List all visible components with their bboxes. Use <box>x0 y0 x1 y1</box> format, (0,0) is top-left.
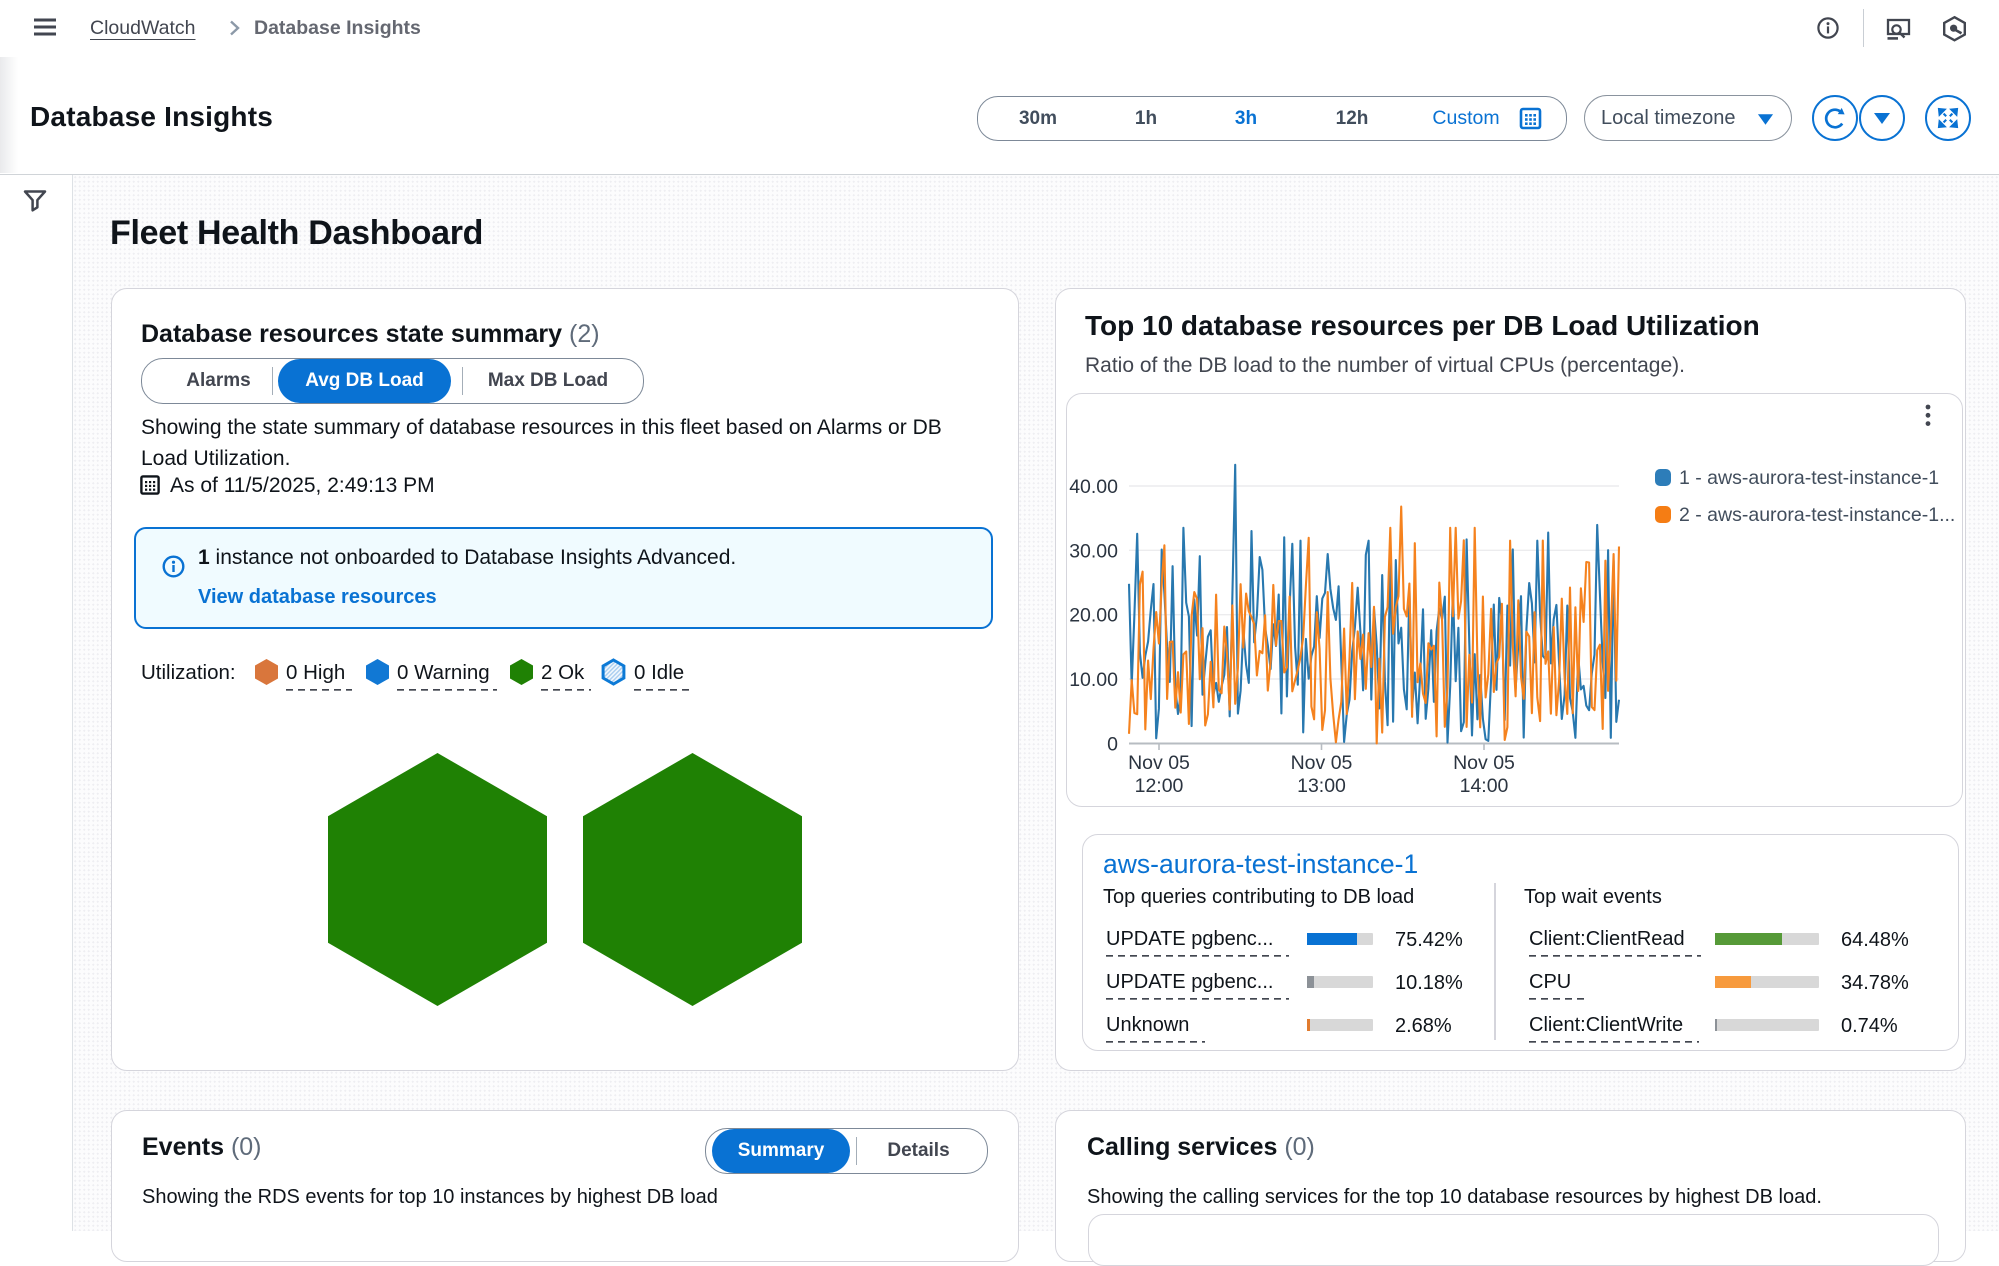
svg-text:12:00: 12:00 <box>1135 775 1184 797</box>
svg-text:30.00: 30.00 <box>1069 540 1118 562</box>
svg-text:Nov 05: Nov 05 <box>1128 752 1190 774</box>
svg-text:0: 0 <box>1107 734 1118 756</box>
svg-text:10.00: 10.00 <box>1069 669 1118 691</box>
svg-text:2 - aws-aurora-test-instance-1: 2 - aws-aurora-test-instance-1... <box>1679 504 1955 526</box>
svg-text:13:00: 13:00 <box>1297 775 1346 797</box>
svg-text:1 - aws-aurora-test-instance-1: 1 - aws-aurora-test-instance-1 <box>1679 467 1939 489</box>
svg-text:40.00: 40.00 <box>1069 476 1118 498</box>
svg-text:Nov 05: Nov 05 <box>1291 752 1353 774</box>
svg-text:20.00: 20.00 <box>1069 605 1118 627</box>
svg-text:Nov 05: Nov 05 <box>1453 752 1515 774</box>
svg-text:14:00: 14:00 <box>1460 775 1509 797</box>
